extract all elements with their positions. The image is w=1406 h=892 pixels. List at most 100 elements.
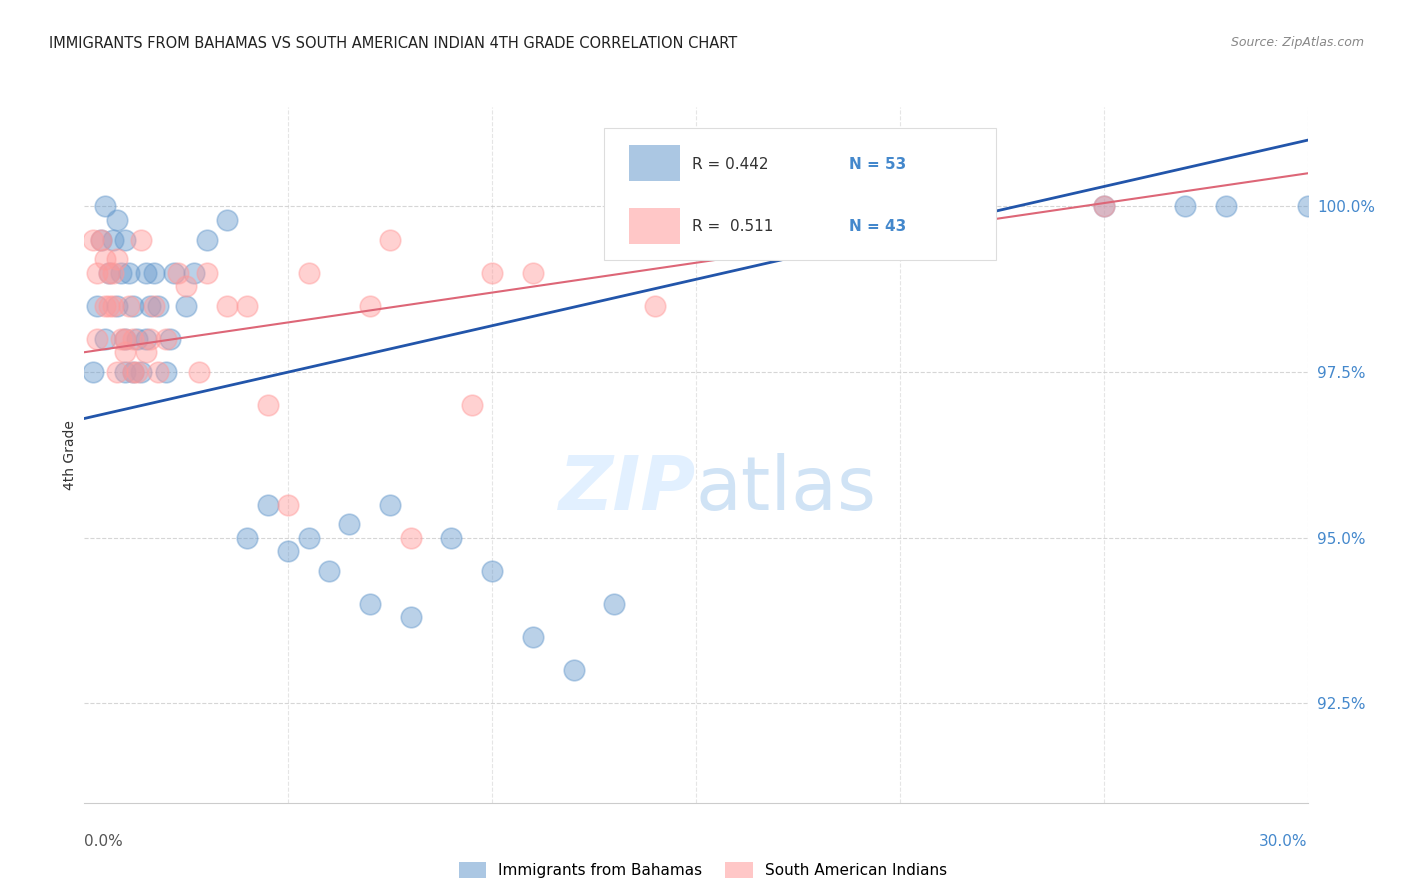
Point [339,517,361,532]
Point [277,544,299,558]
Point [183,266,205,280]
Point [399,531,422,545]
FancyBboxPatch shape [628,145,681,181]
Point [86,299,108,313]
Point [135,332,157,346]
Text: 30.0%: 30.0% [1260,834,1308,849]
Point [122,332,145,346]
Point [236,531,259,545]
Point [131,233,153,247]
Point [155,332,177,346]
Point [257,398,280,412]
Point [101,233,124,247]
Point [122,365,145,379]
Point [90,233,112,247]
Point [122,365,145,379]
Point [889,199,911,213]
Point [135,266,157,280]
Point [110,332,132,346]
Point [90,233,112,247]
Point [159,332,181,346]
Point [257,498,280,512]
FancyBboxPatch shape [628,208,681,244]
Text: R =  0.511: R = 0.511 [692,219,773,235]
Point [481,266,503,280]
Point [97,266,120,280]
Point [440,531,463,545]
Point [187,365,209,379]
Point [105,252,128,267]
Point [174,279,197,293]
Point [298,531,321,545]
Point [380,498,402,512]
Point [101,299,124,313]
Point [603,597,626,611]
Text: Source: ZipAtlas.com: Source: ZipAtlas.com [1230,36,1364,49]
Point [138,332,160,346]
Point [359,299,381,313]
Text: R = 0.442: R = 0.442 [692,157,769,171]
Point [93,332,115,346]
Point [97,266,120,280]
Point [217,212,239,227]
Point [86,332,108,346]
Point [135,345,157,359]
Point [127,365,149,379]
Point [155,365,177,379]
Point [110,266,132,280]
Point [118,266,141,280]
Point [167,266,190,280]
Point [105,299,128,313]
Point [1174,199,1197,213]
Point [86,266,108,280]
Point [105,212,128,227]
Point [380,233,402,247]
Point [685,212,707,227]
Point [644,299,666,313]
Legend: Immigrants from Bahamas, South American Indians: Immigrants from Bahamas, South American … [453,856,953,884]
Point [481,564,503,578]
Point [114,345,136,359]
Point [131,365,153,379]
Point [114,233,136,247]
Point [174,299,197,313]
Point [1092,199,1115,213]
Point [236,299,259,313]
Point [163,266,186,280]
Point [93,252,115,267]
Point [146,365,169,379]
Point [766,199,789,213]
Point [105,365,128,379]
Point [522,266,544,280]
Point [142,299,165,313]
Point [277,498,299,512]
Point [114,332,136,346]
Point [97,299,120,313]
Point [82,233,104,247]
Point [217,299,239,313]
Point [122,299,145,313]
Y-axis label: 4th Grade: 4th Grade [63,420,77,490]
Point [1296,199,1319,213]
Point [359,597,381,611]
Point [82,365,104,379]
Point [142,266,165,280]
Point [114,332,136,346]
Text: IMMIGRANTS FROM BAHAMAS VS SOUTH AMERICAN INDIAN 4TH GRADE CORRELATION CHART: IMMIGRANTS FROM BAHAMAS VS SOUTH AMERICA… [49,36,738,51]
Point [138,299,160,313]
Point [146,299,169,313]
Point [461,398,484,412]
Text: atlas: atlas [696,453,877,526]
Point [522,630,544,644]
Point [127,332,149,346]
Point [562,663,585,677]
Point [399,610,422,624]
Point [889,233,911,247]
Point [644,233,666,247]
Text: N = 53: N = 53 [849,157,905,171]
Text: N = 43: N = 43 [849,219,905,235]
Point [318,564,340,578]
FancyBboxPatch shape [605,128,995,260]
Text: ZIP: ZIP [558,453,696,526]
Point [195,233,218,247]
